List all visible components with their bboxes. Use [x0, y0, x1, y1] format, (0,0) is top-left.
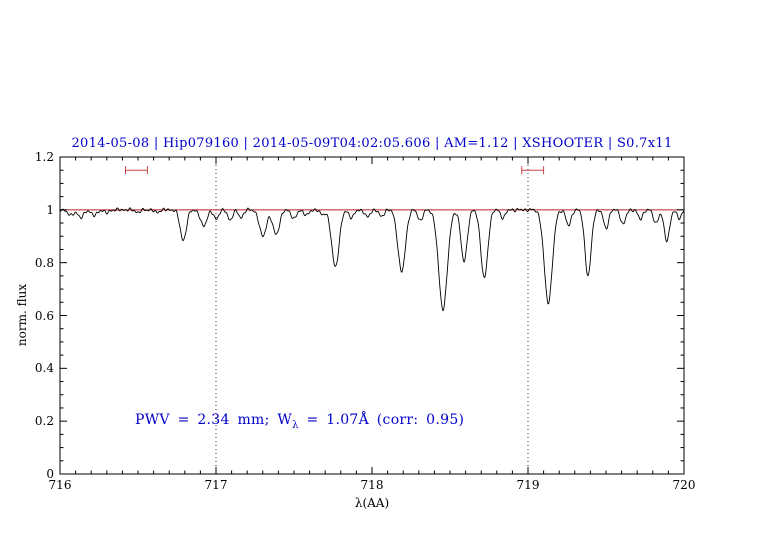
pwv-annotation: PWV = 2.34 mm; Wλ = 1.07Å (corr: 0.95) [135, 412, 464, 431]
pwv-annotation-subscript: λ [292, 419, 299, 431]
y-tick-label: 0 [46, 467, 54, 481]
spectrum-line [59, 207, 685, 312]
pwv-annotation-text: PWV = 2.34 mm; W [135, 412, 293, 428]
y-tick-label: 0.8 [34, 255, 54, 270]
y-tick-label: 0.4 [34, 361, 54, 376]
plot-title: 2014-05-08 | Hip079160 | 2014-05-09T04:0… [71, 136, 673, 151]
pwv-annotation-text-2: = 1.07Å (corr: 0.95) [298, 412, 465, 428]
x-tick-label: 720 [672, 478, 696, 492]
x-tick-label: 718 [360, 478, 384, 492]
x-axis-label: λ(AA) [354, 496, 390, 510]
x-tick-label: 719 [516, 478, 540, 492]
y-tick-label: 1 [46, 202, 54, 217]
x-tick-label: 716 [48, 478, 72, 492]
x-tick-label: 717 [204, 478, 228, 492]
y-tick-label: 0.6 [34, 308, 54, 323]
y-tick-label: 0.2 [34, 414, 54, 429]
y-tick-label: 1.2 [34, 150, 54, 164]
